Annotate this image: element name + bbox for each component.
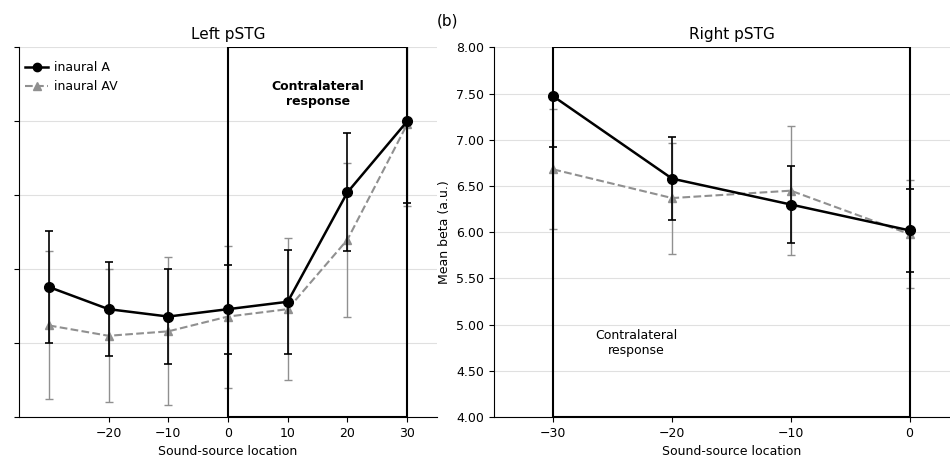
Text: (b): (b) bbox=[437, 14, 459, 29]
Bar bbox=[228, 47, 408, 417]
Legend: inaural A, inaural AV: inaural A, inaural AV bbox=[26, 61, 118, 93]
Title: Right pSTG: Right pSTG bbox=[689, 27, 774, 42]
X-axis label: Sound-source location: Sound-source location bbox=[159, 446, 297, 458]
Y-axis label: Mean beta (a.u.): Mean beta (a.u.) bbox=[438, 181, 450, 284]
Text: Contralateral
response: Contralateral response bbox=[596, 329, 677, 357]
Text: Contralateral
response: Contralateral response bbox=[271, 80, 364, 108]
Title: Left pSTG: Left pSTG bbox=[191, 27, 265, 42]
Bar bbox=[553, 47, 910, 417]
X-axis label: Sound-source location: Sound-source location bbox=[662, 446, 801, 458]
